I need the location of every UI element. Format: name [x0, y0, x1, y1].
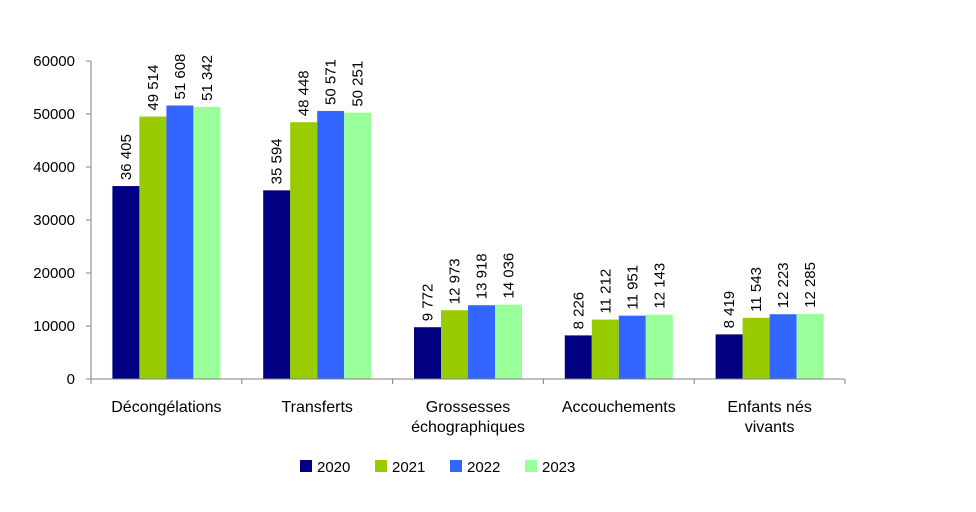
bar-2020: [414, 327, 441, 379]
bar-2020: [112, 186, 140, 379]
bar-2023: [344, 112, 372, 379]
data-label: 11 951: [624, 265, 641, 310]
y-tick-label: 30000: [33, 212, 75, 229]
bars: [112, 105, 824, 380]
data-label: 11 212: [597, 269, 614, 314]
bar-2022: [769, 314, 797, 379]
bar-2022: [166, 105, 194, 379]
bar-2023: [495, 304, 522, 379]
data-label: 12 223: [775, 262, 792, 308]
legend-swatch: [450, 460, 462, 472]
category-label: Accouchements: [562, 399, 676, 416]
data-label: 9 772: [420, 284, 437, 322]
bar-2020: [263, 190, 291, 379]
data-label: 12 973: [447, 258, 464, 304]
legend-swatch: [525, 460, 537, 472]
bar-2021: [742, 317, 770, 379]
data-label: 11 543: [748, 267, 765, 312]
legend-label: 2022: [467, 459, 500, 476]
bar-2020: [715, 334, 743, 379]
data-label: 8 419: [721, 291, 738, 329]
category-label: Décongélations: [111, 399, 221, 416]
data-label: 12 143: [651, 263, 668, 309]
bar-2022: [468, 305, 495, 379]
data-label: 51 342: [199, 55, 216, 101]
bar-2021: [441, 310, 468, 379]
category-label-line: vivants: [745, 419, 795, 436]
y-tick-label: 0: [67, 371, 75, 388]
y-tick-label: 50000: [33, 106, 75, 123]
category-label-line: Accouchements: [562, 399, 676, 416]
category-label-line: échographiques: [411, 419, 525, 436]
y-tick-label: 20000: [33, 265, 75, 282]
legend-swatch: [300, 460, 312, 472]
legend-label: 2020: [317, 459, 350, 476]
bar-2020: [564, 335, 592, 379]
y-tick-label: 60000: [33, 53, 75, 70]
x-axis: Décongélations Transferts Grossesses échogr…: [90, 378, 846, 436]
y-tick-label: 40000: [33, 159, 75, 176]
bar-2022: [618, 315, 646, 379]
y-tick-label: 10000: [33, 318, 75, 335]
bar-2021: [591, 319, 619, 379]
category-label: Grossesses échographiques: [411, 399, 525, 436]
data-labels: 36 405 49 514 51 608 51 342 35 594 48 448 50 5…: [118, 54, 819, 330]
data-label: 8 226: [570, 292, 587, 330]
data-label: 36 405: [118, 134, 135, 180]
bar-2021: [139, 116, 167, 379]
y-axis: 0 10000 20000 30000 40000 50000 60000: [33, 53, 92, 388]
data-label: 12 285: [802, 262, 819, 308]
legend-label: 2023: [542, 459, 575, 476]
data-label: 51 608: [172, 54, 189, 100]
category-label-line: Grossesses: [426, 399, 510, 416]
data-label: 35 594: [269, 138, 286, 184]
data-label: 50 571: [323, 59, 340, 105]
data-label: 14 036: [501, 253, 518, 299]
bar-2022: [317, 110, 345, 380]
legend-swatch: [375, 460, 387, 472]
category-label-line: Enfants nés: [727, 399, 812, 416]
bar-2023: [645, 314, 673, 379]
bar-2021: [290, 122, 318, 380]
data-label: 48 448: [296, 70, 313, 116]
data-label: 50 251: [350, 61, 367, 107]
category-label: Enfants nés vivants: [727, 399, 812, 436]
category-label-line: Transferts: [281, 399, 352, 416]
legend: 2020 2021 2022 2023: [300, 459, 575, 476]
data-label: 13 918: [474, 253, 491, 299]
legend-label: 2021: [392, 459, 425, 476]
bar-2023: [193, 106, 221, 380]
category-label-line: Décongélations: [111, 399, 221, 416]
category-label: Transferts: [281, 399, 352, 416]
bar-2023: [796, 313, 824, 379]
data-label: 49 514: [145, 65, 162, 111]
